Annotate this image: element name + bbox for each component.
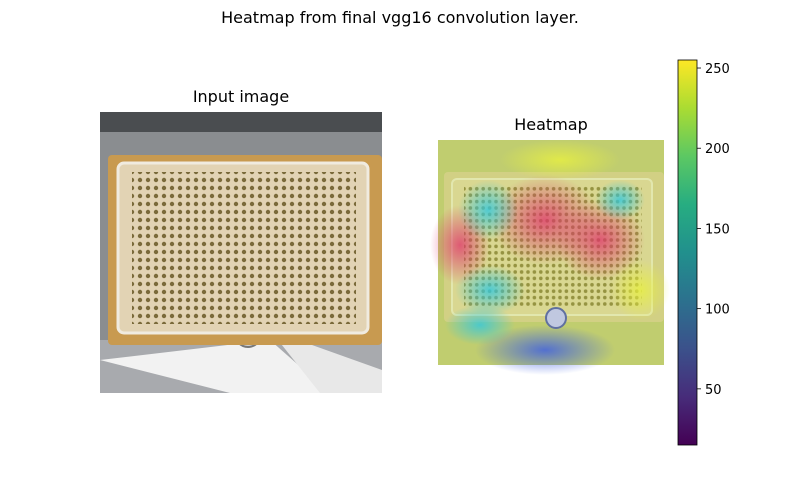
input-image-title: Input image bbox=[192, 87, 290, 106]
heatmap-title: Heatmap bbox=[514, 115, 588, 134]
colorbar: 50 100 150 200 250 bbox=[677, 59, 730, 446]
colorbar-tick-label: 100 bbox=[705, 303, 730, 318]
colorbar-ticks: 50 100 150 200 250 bbox=[697, 62, 730, 398]
colorbar-tick-label: 150 bbox=[705, 222, 730, 237]
heatmap-image bbox=[430, 140, 670, 375]
colorbar-tick-label: 250 bbox=[705, 62, 730, 77]
figure-suptitle: Heatmap from final vgg16 convolution lay… bbox=[221, 8, 579, 27]
input-image bbox=[100, 112, 382, 393]
colorbar-tick-label: 200 bbox=[705, 142, 730, 157]
colorbar-tick-label: 50 bbox=[705, 383, 722, 398]
colorbar-gradient bbox=[677, 59, 698, 446]
